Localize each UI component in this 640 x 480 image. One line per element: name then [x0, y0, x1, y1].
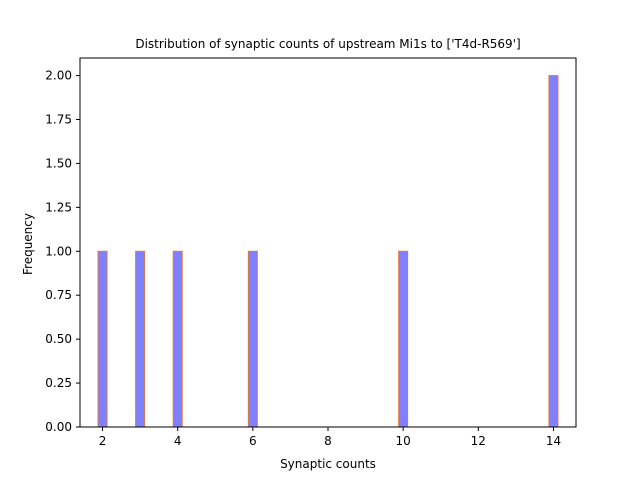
y-tick-label: 0.25 — [45, 376, 72, 390]
y-tick-label: 1.25 — [45, 200, 72, 214]
x-tick-label: 4 — [174, 434, 182, 448]
histogram-bar — [97, 250, 108, 428]
histogram-bar — [398, 250, 409, 428]
histogram-bar — [172, 250, 183, 428]
x-tick-label: 2 — [99, 434, 107, 448]
histogram-bar — [247, 250, 258, 428]
chart-title: Distribution of synaptic counts of upstr… — [135, 37, 520, 51]
y-tick-label: 1.75 — [45, 113, 72, 127]
x-tick-label: 8 — [324, 434, 332, 448]
x-axis-ticks: 2 4 6 8 10 12 14 — [99, 427, 561, 448]
y-axis-label: Frequency — [21, 213, 35, 275]
y-tick-label: 0.50 — [45, 332, 72, 346]
x-tick-label: 12 — [471, 434, 486, 448]
y-tick-label: 1.50 — [45, 156, 72, 170]
x-tick-label: 6 — [249, 434, 257, 448]
y-axis-ticks: 0.00 0.25 0.50 0.75 1.00 1.25 1.50 1.75 2.00 — [45, 69, 80, 434]
y-tick-label: 0.00 — [45, 420, 72, 434]
x-axis-label: Synaptic counts — [280, 457, 376, 471]
histogram-bar — [548, 75, 559, 428]
y-tick-label: 0.75 — [45, 288, 72, 302]
plot-frame — [79, 57, 577, 428]
y-tick-label: 2.00 — [45, 69, 72, 83]
bars-group — [97, 75, 559, 428]
histogram-bar — [135, 250, 146, 428]
x-tick-label: 10 — [396, 434, 411, 448]
x-tick-label: 14 — [546, 434, 561, 448]
y-tick-label: 1.00 — [45, 244, 72, 258]
